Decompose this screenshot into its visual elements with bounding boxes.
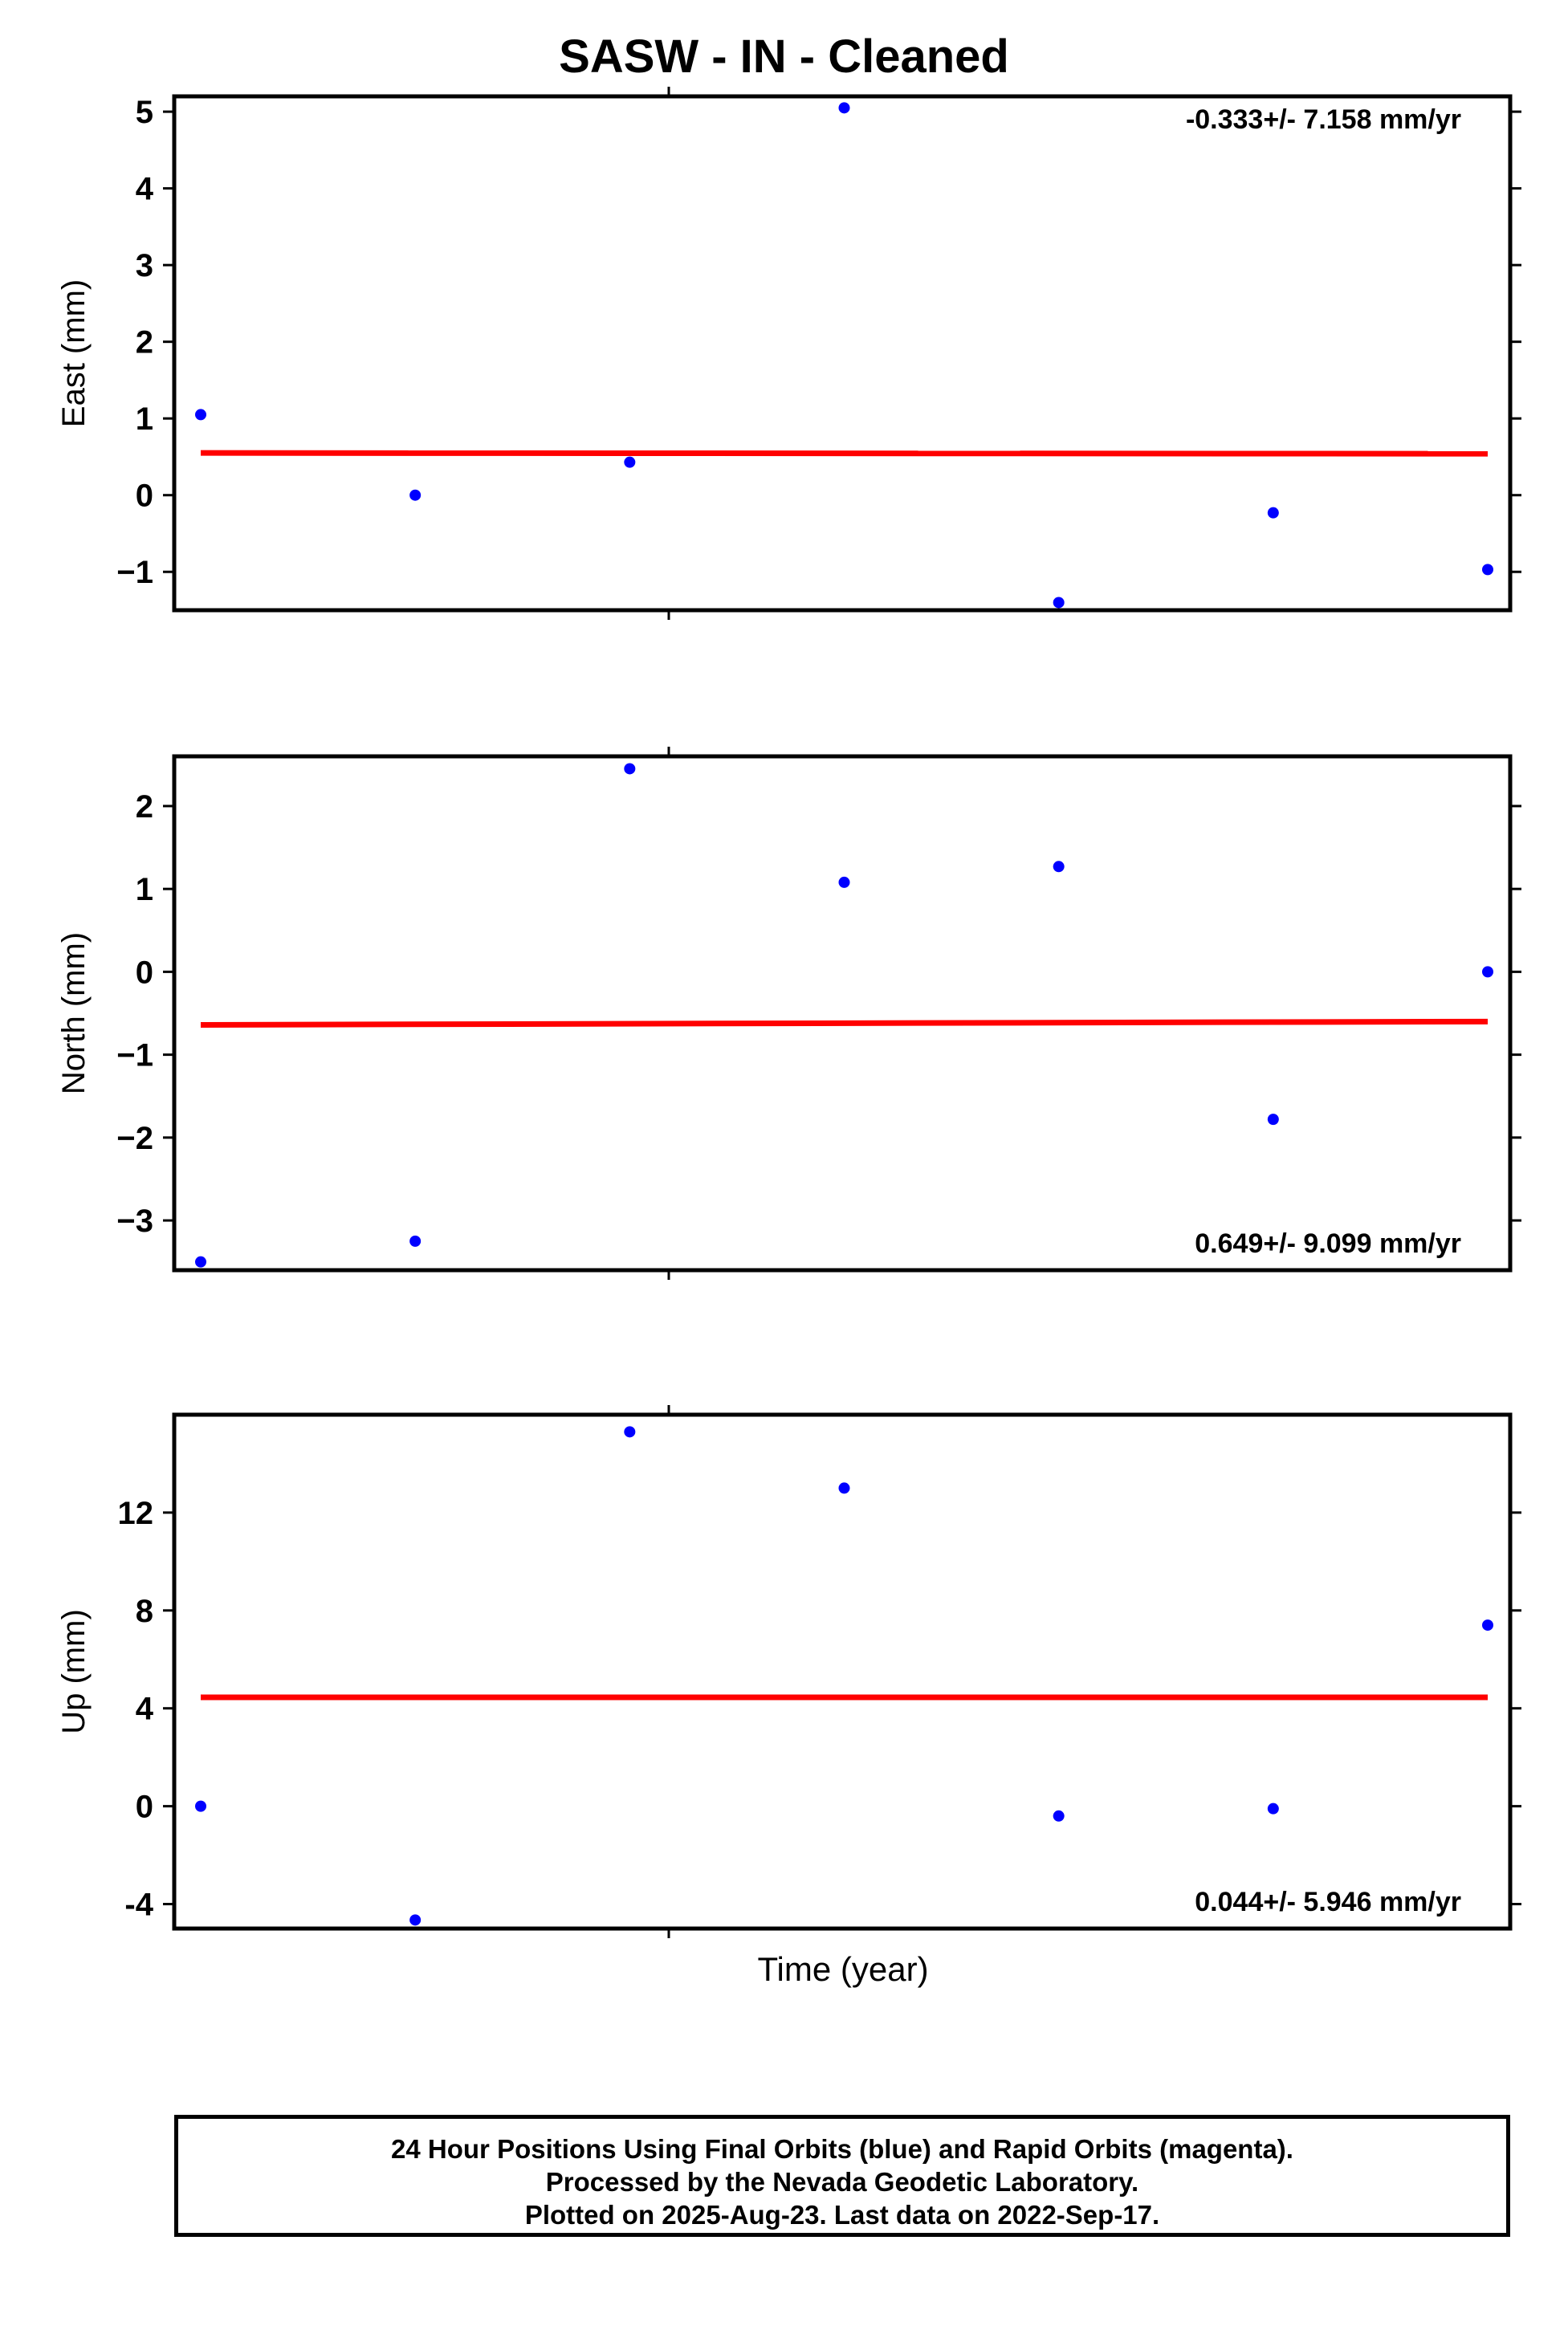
panel-2: 2 1 0 −1 −2 −3 North (mm) 0.649+/- 9.099 mm/yr	[56, 747, 1521, 1280]
plot-frame	[172, 754, 1513, 1273]
y-tick-label: 0	[136, 1790, 153, 1825]
y-axis-label: Up (mm)	[56, 1609, 92, 1734]
data-point	[409, 1235, 422, 1247]
y-tick-label: 12	[118, 1496, 154, 1531]
y-tick-label: 1	[136, 401, 153, 437]
data-point	[838, 876, 850, 888]
y-tick-label: 4	[136, 172, 154, 207]
y-tick-label: 1	[136, 872, 153, 907]
y-tick-label: 4	[136, 1692, 154, 1727]
y-tick-label: 0	[136, 479, 153, 514]
trend-line	[200, 450, 1489, 457]
data-point	[1267, 1114, 1279, 1126]
data-point	[409, 1914, 422, 1926]
y-tick-label: 2	[136, 789, 153, 825]
y-axis-label: East (mm)	[56, 279, 92, 427]
rate-label: -0.333+/- 7.158 mm/yr	[1186, 104, 1461, 135]
data-point	[1482, 1619, 1493, 1631]
data-point	[624, 763, 636, 775]
y-tick-label: −1	[116, 1038, 153, 1073]
data-point	[1482, 564, 1493, 576]
data-point	[195, 409, 206, 421]
y-tick-label: 8	[136, 1594, 153, 1629]
data-point	[1267, 1802, 1279, 1815]
data-point	[1053, 1810, 1065, 1822]
data-point	[1053, 861, 1065, 873]
y-tick-label: 5	[136, 95, 153, 130]
y-tick-label: -4	[124, 1888, 153, 1923]
data-point	[195, 1800, 206, 1812]
data-point	[838, 1482, 850, 1494]
footer-line-2: Processed by the Nevada Geodetic Laborat…	[545, 2167, 1139, 2197]
rate-label: 0.649+/- 9.099 mm/yr	[1195, 1228, 1461, 1259]
data-point	[409, 489, 422, 501]
x-axis-label: Time (year)	[757, 1950, 929, 1988]
rate-label: 0.044+/- 5.946 mm/yr	[1195, 1887, 1461, 1917]
trend-line	[200, 1018, 1489, 1028]
plot-frame	[172, 94, 1513, 613]
plot-frame	[172, 1412, 1513, 1931]
footer-box: 24 Hour Positions Using Final Orbits (bl…	[174, 2115, 1510, 2237]
data-point	[1267, 507, 1279, 519]
panel-1: 5 4 3 2 1 0 −1 East (mm) -0.333+/- 7.158 mm/yr	[56, 87, 1521, 620]
footer-line-1: 24 Hour Positions Using Final Orbits (bl…	[391, 2134, 1293, 2164]
y-tick-label: 2	[136, 325, 153, 360]
footer-line-3: Plotted on 2025-Aug-23. Last data on 202…	[524, 2200, 1160, 2230]
y-axis-label: North (mm)	[56, 932, 92, 1094]
data-point	[1482, 966, 1493, 978]
y-tick-label: −1	[116, 555, 153, 590]
data-point	[838, 102, 850, 114]
panel-3: 12 8 4 0 -4 Up (mm) 0.044+/- 5.946 mm/yr	[56, 1405, 1521, 1938]
data-point	[195, 1256, 206, 1268]
y-tick-label: −2	[116, 1121, 153, 1156]
y-tick-label: 3	[136, 248, 153, 283]
chart-title: SASW - IN - Cleaned	[559, 31, 1009, 83]
y-tick-label: 0	[136, 955, 153, 990]
data-point	[624, 456, 636, 468]
y-tick-label: −3	[116, 1204, 153, 1239]
data-point	[1053, 597, 1065, 609]
data-point	[624, 1426, 636, 1438]
